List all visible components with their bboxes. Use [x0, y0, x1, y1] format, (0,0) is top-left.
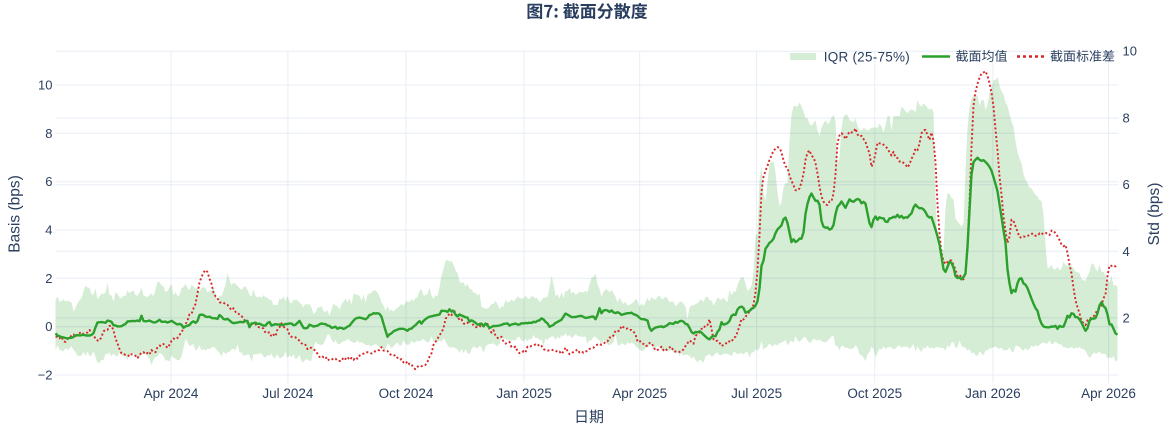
- svg-text:−2: −2: [38, 368, 53, 383]
- svg-text:Jul 2024: Jul 2024: [262, 386, 314, 401]
- svg-text:Jan 2026: Jan 2026: [965, 386, 1021, 401]
- svg-text:Apr 2025: Apr 2025: [612, 386, 667, 401]
- svg-text:Oct 2025: Oct 2025: [847, 386, 902, 401]
- svg-text:6: 6: [1123, 177, 1130, 192]
- svg-text:Oct 2024: Oct 2024: [379, 386, 434, 401]
- svg-text:IQR (25-75%): IQR (25-75%): [824, 49, 910, 64]
- svg-text:Jul 2025: Jul 2025: [731, 386, 782, 401]
- svg-text:4: 4: [45, 223, 52, 238]
- svg-text:4: 4: [1123, 244, 1130, 259]
- svg-text:10: 10: [1123, 44, 1137, 59]
- svg-text:6: 6: [45, 174, 52, 189]
- svg-text:Apr 2024: Apr 2024: [144, 386, 199, 401]
- svg-text:Jan 2025: Jan 2025: [496, 386, 552, 401]
- svg-text:8: 8: [1123, 111, 1130, 126]
- svg-text:Apr 2026: Apr 2026: [1081, 386, 1136, 401]
- svg-text:0: 0: [45, 319, 52, 334]
- svg-text:10: 10: [38, 78, 52, 93]
- svg-text:2: 2: [1123, 310, 1130, 325]
- svg-text:8: 8: [45, 126, 52, 141]
- svg-text:Std (bps): Std (bps): [1146, 183, 1163, 246]
- svg-text:Basis (bps): Basis (bps): [7, 175, 24, 253]
- svg-text:2: 2: [45, 271, 52, 286]
